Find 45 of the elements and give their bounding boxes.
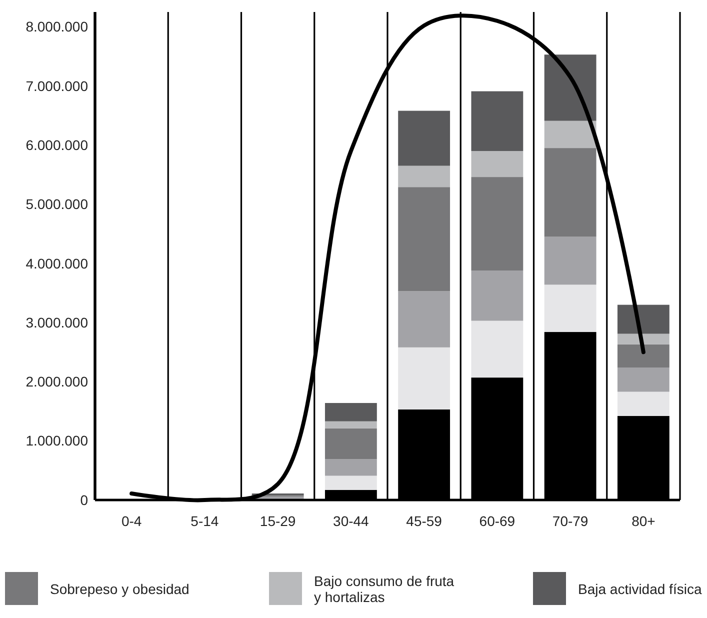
x-tick-label: 60-69: [479, 513, 516, 529]
x-tick-label: 15-29: [260, 513, 296, 529]
bar: [471, 151, 524, 178]
legend-label: Bajo consumo de fruta y hortalizas: [314, 572, 454, 605]
bar: [471, 91, 524, 152]
legend-label: Baja actividad física: [578, 580, 702, 597]
x-tick-label: 5-14: [190, 513, 219, 529]
bar: [398, 110, 450, 166]
bar: [398, 187, 450, 292]
bar: [617, 368, 670, 392]
bar: [544, 54, 596, 121]
bar: [324, 421, 377, 428]
x-tick-label: 0-4: [121, 513, 142, 529]
bar: [471, 320, 524, 378]
bar: [617, 334, 670, 344]
bar: [398, 166, 450, 188]
bar: [617, 344, 670, 368]
x-tick-label: 30-44: [333, 513, 370, 529]
legend-label: Sobrepeso y obesidad: [50, 580, 190, 597]
bar: [544, 284, 596, 332]
bar: [617, 304, 670, 334]
bar: [324, 428, 377, 460]
bar: [471, 270, 524, 321]
bar: [617, 392, 670, 416]
bar: [324, 402, 377, 422]
y-tick-label: 1.000.000: [26, 432, 88, 449]
y-tick-label: 2.000.000: [26, 374, 88, 390]
y-tick-label: 7.000.000: [26, 78, 88, 94]
bar: [398, 347, 450, 410]
bar: [471, 177, 524, 270]
bar: [324, 476, 377, 490]
x-tick-label: 70-79: [552, 513, 588, 529]
bar: [544, 120, 596, 148]
y-tick-label: 5.000.000: [26, 196, 88, 212]
bar: [544, 236, 596, 285]
y-tick-label: 6.000.000: [26, 136, 88, 153]
x-tick-label: 45-59: [406, 513, 442, 529]
x-tick-label: 80+: [632, 513, 656, 529]
y-tick-label: 8.000.000: [26, 18, 88, 35]
y-tick-label: 0: [80, 492, 88, 508]
bar: [398, 291, 450, 348]
y-tick-label: 4.000.000: [26, 255, 88, 272]
bar: [544, 148, 596, 237]
bar: [324, 459, 377, 476]
y-tick-label: 3.000.000: [26, 314, 88, 330]
